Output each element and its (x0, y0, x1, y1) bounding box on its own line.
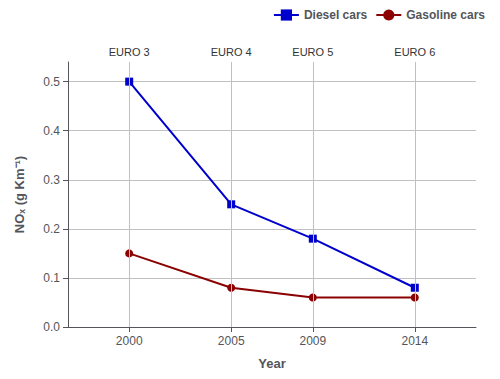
svg-text:EURO 3: EURO 3 (109, 46, 150, 58)
svg-text:2009: 2009 (299, 334, 326, 348)
svg-text:2005: 2005 (218, 334, 245, 348)
svg-text:0.4: 0.4 (43, 124, 60, 138)
svg-text:0.2: 0.2 (43, 222, 60, 236)
svg-text:0.1: 0.1 (43, 271, 60, 285)
svg-text:EURO 6: EURO 6 (394, 46, 435, 58)
svg-text:2000: 2000 (116, 334, 143, 348)
svg-text:Year: Year (258, 356, 285, 371)
svg-text:EURO 4: EURO 4 (211, 46, 252, 58)
svg-text:2014: 2014 (401, 334, 428, 348)
svg-text:EURO 5: EURO 5 (292, 46, 333, 58)
svg-text:Gasoline cars: Gasoline cars (406, 8, 485, 22)
svg-text:0.3: 0.3 (43, 173, 60, 187)
svg-text:0.0: 0.0 (43, 320, 60, 334)
svg-text:NOₓ (g Km⁻¹): NOₓ (g Km⁻¹) (12, 156, 27, 233)
svg-text:0.5: 0.5 (43, 75, 60, 89)
svg-text:Diesel cars: Diesel cars (304, 8, 368, 22)
